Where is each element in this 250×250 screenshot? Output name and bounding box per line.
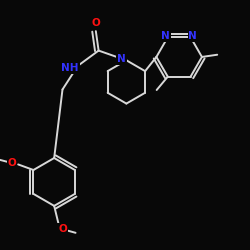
Text: N: N xyxy=(117,54,126,64)
Text: O: O xyxy=(8,158,16,168)
Text: O: O xyxy=(92,18,100,28)
Text: N: N xyxy=(161,31,170,41)
Text: NH: NH xyxy=(61,63,79,73)
Text: O: O xyxy=(58,224,67,234)
Text: N: N xyxy=(188,31,197,41)
